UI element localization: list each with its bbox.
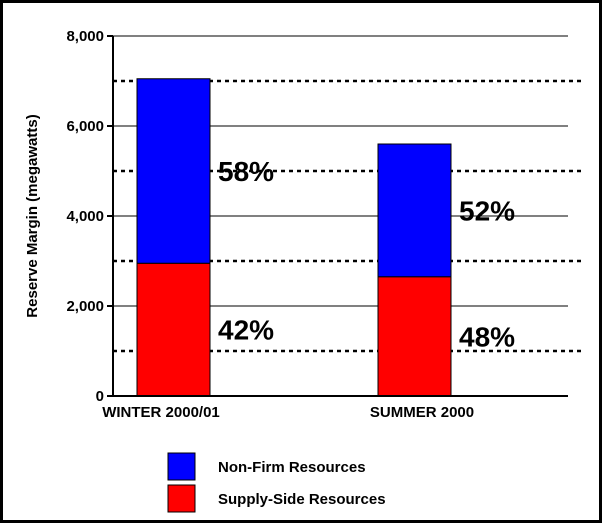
y-tick-label-3: 6,000	[66, 118, 104, 135]
bar-1-0	[377, 276, 452, 397]
y-tick-label-1: 2,000	[66, 298, 104, 315]
y-tick-label-4: 8,000	[66, 28, 104, 45]
y-axis-label: Reserve Margin (megawatts)	[24, 114, 41, 317]
legend-label-0: Non-Firm Resources	[218, 459, 366, 476]
x-tick-label-1: SUMMER 2000	[370, 404, 474, 421]
data-label-1-1: 52%	[459, 195, 515, 226]
bar-1-1	[377, 143, 452, 278]
data-labels: 42% 58% 48% 52%	[218, 156, 515, 352]
legend-swatch-1	[167, 484, 196, 513]
legend-swatch-0	[167, 452, 196, 481]
legend-label-1: Supply-Side Resources	[218, 491, 386, 508]
y-tick-label-2: 4,000	[66, 208, 104, 225]
legend: Non-Firm Resources Supply-Side Resources	[167, 452, 386, 513]
bar-0-1	[136, 78, 211, 264]
data-label-0-1: 58%	[218, 156, 274, 187]
axes	[107, 35, 498, 397]
bars	[136, 78, 568, 397]
y-tick-labels: 0 2,000 4,000 6,000 8,000	[66, 28, 104, 405]
x-tick-labels: WINTER 2000/01 SUMMER 2000	[102, 404, 474, 421]
data-label-0-0: 42%	[218, 315, 274, 346]
reference-lines	[113, 79, 583, 353]
bar-chart: 0 2,000 4,000 6,000 8,000 WINTER 2000/01 SUMM…	[24, 28, 583, 513]
y-tick-label-0: 0	[96, 388, 104, 405]
bar-0-0	[136, 262, 211, 397]
x-tick-label-0: WINTER 2000/01	[102, 404, 220, 421]
data-label-1-0: 48%	[459, 321, 515, 352]
